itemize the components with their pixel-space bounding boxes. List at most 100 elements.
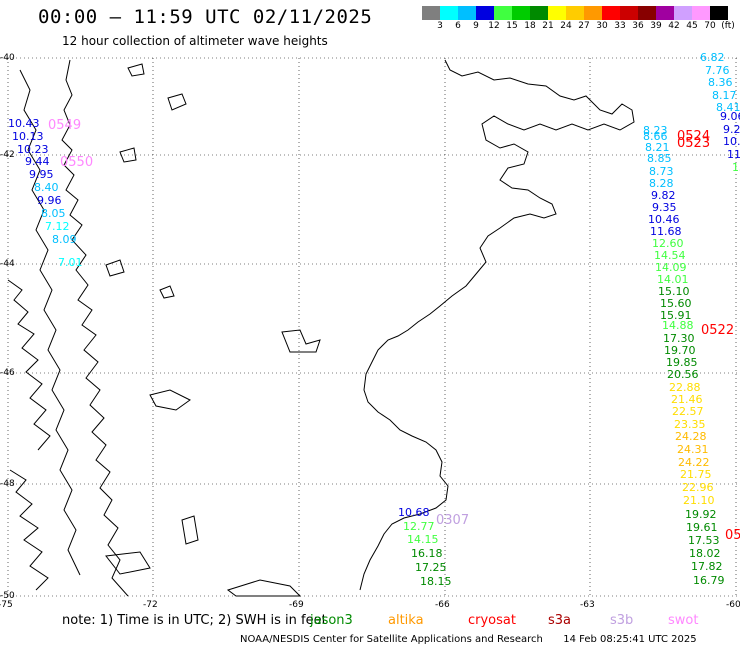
wave-height-label: 9.95: [29, 168, 54, 181]
footer-credit: NOAA/NESDIS Center for Satellite Applica…: [240, 634, 697, 645]
colorbar-label: 42: [668, 21, 680, 31]
wave-height-label: 8.66: [643, 130, 668, 143]
wave-height-label: 14.01: [657, 273, 689, 286]
timestamp: 14 Feb 08:25:41 UTC 2025: [563, 634, 697, 645]
colorbar-label: 24: [560, 21, 572, 31]
wave-height-label: 13: [732, 161, 740, 174]
wave-height-label: 15.10: [658, 285, 690, 298]
lon-tick-label: -60: [726, 600, 740, 610]
wave-height-label: 12.60: [652, 237, 684, 250]
wave-height-label: 14.54: [654, 249, 686, 262]
colorbar-swatch: [494, 6, 512, 20]
wave-height-label: 24.22: [678, 456, 710, 469]
wave-height-label: 14.88: [662, 319, 694, 332]
wave-height-label: 7.01: [58, 256, 83, 269]
colorbar-swatch: [620, 6, 638, 20]
wave-height-label: 17.25: [415, 561, 447, 574]
pass-time-label: 0549: [48, 118, 82, 133]
page-subtitle: 12 hour collection of altimeter wave hei…: [62, 34, 328, 48]
lat-tick-label: -48: [0, 479, 15, 489]
wave-height-label: 17.82: [691, 560, 723, 573]
wave-height-label: 12.77: [403, 520, 435, 533]
wave-height-label: 19.70: [664, 344, 696, 357]
colorbar-swatch: [548, 6, 566, 20]
wave-height-label: 10.43: [8, 117, 40, 130]
wave-height-label: 8.17: [712, 89, 737, 102]
colorbar-label: 18: [524, 21, 536, 31]
credit-text: NOAA/NESDIS Center for Satellite Applica…: [240, 634, 543, 645]
colorbar-label: 39: [650, 21, 662, 31]
wave-height-label: 24.31: [677, 443, 709, 456]
page-title: 00:00 — 11:59 UTC 02/11/2025: [38, 6, 373, 28]
colorbar-swatch: [656, 6, 674, 20]
wave-height-label: 10.13: [12, 130, 44, 143]
colorbar-swatch: [602, 6, 620, 20]
colorbar-label: 21: [542, 21, 554, 31]
wave-height-label: 8.40: [34, 181, 59, 194]
colorbar-swatch: [710, 6, 728, 20]
colorbar-label: 6: [455, 21, 461, 31]
satellite-swot: swot: [668, 613, 699, 628]
wave-height-label: 9.35: [652, 201, 677, 214]
colorbar-label: 33: [614, 21, 626, 31]
pass-time-label: 0523: [677, 136, 711, 151]
wave-height-label: 6.82: [700, 51, 725, 64]
map-grid: [0, 57, 740, 597]
colorbar-label: 45: [686, 21, 698, 31]
wave-height-label: 15.60: [660, 297, 692, 310]
wave-height-label: 8.41: [716, 101, 740, 114]
colorbar-label: 30: [596, 21, 608, 31]
footer-note: note: 1) Time is in UTC; 2) SWH is in fe…: [62, 613, 327, 628]
wave-height-label: 7.12: [45, 220, 70, 233]
wave-height-label: 21.46: [671, 393, 703, 406]
colorbar-swatch: [584, 6, 602, 20]
pass-time-label: 05: [725, 528, 740, 543]
lon-tick-label: -72: [143, 600, 158, 610]
colorbar-swatch: [458, 6, 476, 20]
wave-height-label: 10.: [723, 135, 740, 148]
wave-height-label: 11: [727, 148, 740, 161]
wave-height-label: 17.30: [663, 332, 695, 345]
wave-height-label: 10.46: [648, 213, 680, 226]
wave-height-label: 21.10: [683, 494, 715, 507]
satellite-s3a: s3a: [548, 613, 572, 628]
wave-height-label: 8.09: [52, 233, 77, 246]
colorbar-label: 12: [488, 21, 500, 31]
colorbar-label: 9: [473, 21, 479, 31]
wave-height-label: 16.79: [693, 574, 725, 587]
wave-height-label: 9.82: [651, 189, 676, 202]
colorbar-swatch: [512, 6, 530, 20]
pass-time-label: 0550: [60, 155, 94, 170]
wave-height-label: 19.61: [686, 521, 718, 534]
colorbar-label: 15: [506, 21, 518, 31]
wave-height-label: 18.15: [420, 575, 452, 588]
wave-height-label: 22.96: [682, 481, 714, 494]
colorbar-label: 70: [704, 21, 716, 31]
wave-height-label: 19.85: [666, 356, 698, 369]
wave-height-label: 11.68: [650, 225, 682, 238]
wave-height-label: 8.05: [41, 207, 66, 220]
wave-height-label: 9.06: [720, 110, 740, 123]
colorbar: [422, 6, 728, 20]
lat-tick-label: -42: [0, 150, 15, 160]
wave-height-label: 8.28: [649, 177, 674, 190]
wave-height-label: 15.91: [660, 309, 692, 322]
satellite-s3b: s3b: [610, 613, 634, 628]
colorbar-swatch: [692, 6, 710, 20]
colorbar-swatch: [476, 6, 494, 20]
wave-height-label: 7.76: [705, 64, 730, 77]
pass-time-label: 0524: [677, 129, 711, 144]
lon-tick-label: -75: [0, 600, 13, 610]
colorbar-label: 27: [578, 21, 590, 31]
wave-height-label: 19.92: [685, 508, 717, 521]
colorbar-label: 3: [437, 21, 443, 31]
lon-tick-label: -63: [580, 600, 595, 610]
lon-tick-label: -69: [289, 600, 304, 610]
satellite-altika: altika: [388, 613, 424, 628]
satellite-cryosat: cryosat: [468, 613, 516, 628]
wave-height-label: 10.68: [398, 506, 430, 519]
wave-height-label: 9.2: [723, 123, 740, 136]
coastline: [7, 59, 635, 597]
colorbar-swatch: [530, 6, 548, 20]
